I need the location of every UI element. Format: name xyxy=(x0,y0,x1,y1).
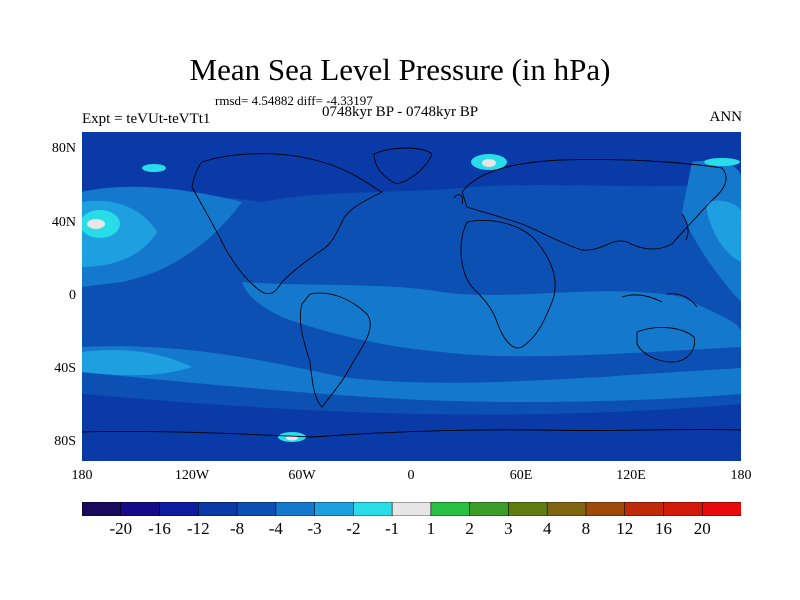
colorbar-swatch xyxy=(546,502,587,516)
colorbar-label: -4 xyxy=(268,519,283,538)
north-pacific-core xyxy=(87,219,105,229)
colorbar-label: -3 xyxy=(307,519,322,538)
coast-uk xyxy=(453,194,463,205)
colorbar-label: 12 xyxy=(616,519,634,538)
coastlines xyxy=(82,147,741,438)
colorbar-label: -8 xyxy=(230,519,245,538)
arctic-high-4 xyxy=(142,164,166,172)
colorbar-label: 4 xyxy=(542,519,552,538)
colorbar-label: 1 xyxy=(426,519,436,538)
lat-label-40s: 40S xyxy=(54,361,76,376)
colorbar-swatch xyxy=(469,502,510,516)
colorbar-swatch xyxy=(159,502,199,516)
coast-eurasia xyxy=(461,159,727,251)
lon-label-180w: 180 xyxy=(71,468,93,483)
antarctic-deep-band xyxy=(82,394,741,461)
lon-label-0: 0 xyxy=(407,468,415,483)
stats-label: rmsd= 4.54882 diff= -4.33197 xyxy=(215,93,373,108)
colorbar-swatch xyxy=(508,502,548,516)
colorbar-swatch xyxy=(82,502,122,516)
colorbar-label: 16 xyxy=(655,519,672,538)
colorbar-label: -12 xyxy=(186,519,210,538)
season-label: ANN xyxy=(709,109,743,125)
lon-label-120w: 120W xyxy=(174,468,210,483)
colorbar-swatch xyxy=(624,502,665,516)
southern-band xyxy=(82,346,741,402)
chart-title: Mean Sea Level Pressure (in hPa) xyxy=(189,52,611,87)
colorbar-swatch xyxy=(120,502,161,516)
colorbar-label: 3 xyxy=(504,519,513,538)
arctic-high-2 xyxy=(482,159,496,167)
colorbar-swatch xyxy=(663,502,703,516)
lat-label-80n: 80N xyxy=(51,141,76,156)
colorbar-swatch xyxy=(353,502,393,516)
colorbar-label: -2 xyxy=(346,519,361,538)
west-pacific-light xyxy=(707,200,741,262)
coast-australia xyxy=(636,326,695,363)
lon-label-120e: 120E xyxy=(616,468,646,483)
coast-africa xyxy=(460,219,556,349)
colorbar-label: 8 xyxy=(581,519,591,538)
colorbar-swatch xyxy=(314,502,354,516)
period-label: 0748kyr BP - 0748kyr BP xyxy=(321,104,479,120)
colorbar-swatch xyxy=(236,502,277,516)
colorbar-label: 2 xyxy=(465,519,474,538)
lon-label-60e: 60E xyxy=(509,468,533,483)
coast-north-america xyxy=(191,153,383,295)
coast-japan xyxy=(681,213,689,241)
colorbar-swatch xyxy=(701,502,741,516)
lat-label-40n: 40N xyxy=(51,215,76,230)
coast-indonesia xyxy=(621,293,698,308)
experiment-label: Expt = teVUt-teVTt1 xyxy=(82,111,211,127)
southern-light-patch xyxy=(82,350,192,376)
colorbar-label: 20 xyxy=(693,519,711,538)
colorbar-swatch xyxy=(430,502,471,516)
colorbar-label: -20 xyxy=(109,519,133,538)
lon-label-180e: 180 xyxy=(730,468,752,483)
arctic-deep-band xyxy=(82,132,741,202)
coast-antarctica xyxy=(82,428,741,438)
colorbar-swatch xyxy=(585,502,626,516)
lat-label-80s: 80S xyxy=(54,434,76,449)
colorbar-label: -16 xyxy=(148,519,171,538)
colorbar-swatch xyxy=(275,502,316,516)
lat-label-eq: 0 xyxy=(69,288,76,303)
colorbar-label: -1 xyxy=(385,519,400,538)
colorbar-swatch xyxy=(197,502,238,516)
lon-label-60w: 60W xyxy=(288,468,316,483)
arctic-high-3 xyxy=(704,158,740,166)
colorbar-swatch xyxy=(391,502,432,516)
pressure-map xyxy=(82,132,741,461)
antarctic-core xyxy=(286,435,298,441)
coast-greenland xyxy=(373,147,433,185)
coast-south-america xyxy=(299,292,371,408)
west-pacific-mid xyxy=(682,160,741,302)
colorbar xyxy=(82,502,741,516)
